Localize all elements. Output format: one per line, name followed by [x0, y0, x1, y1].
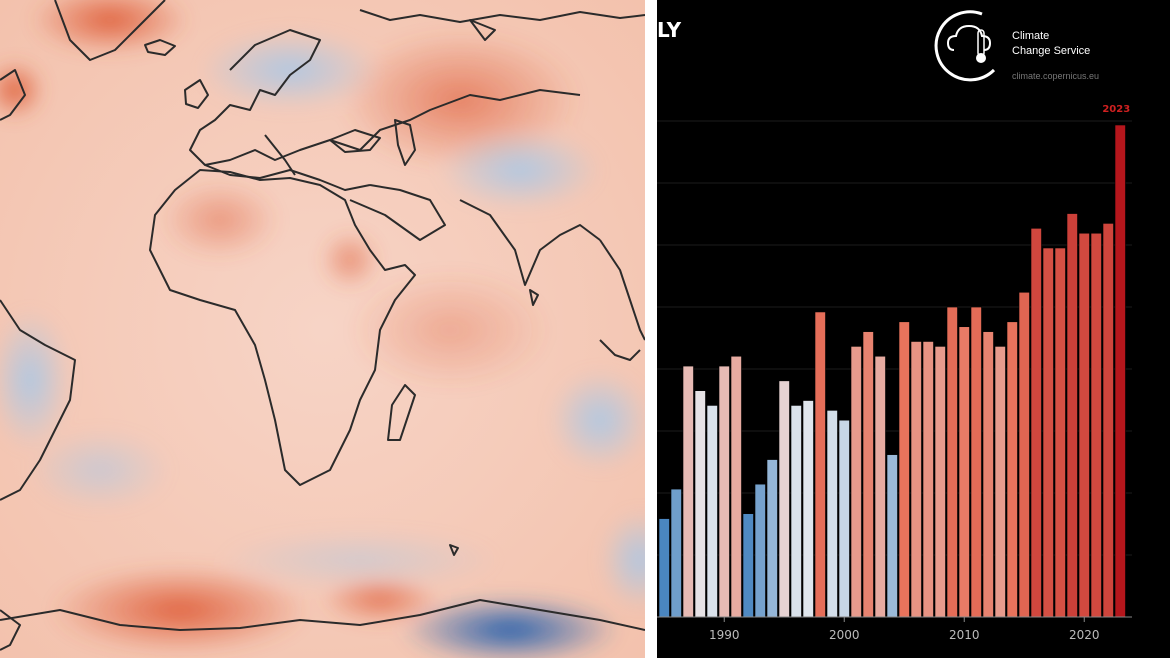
bar-2019: [1066, 213, 1078, 618]
bar-1986: [670, 488, 682, 618]
bar-2006: [910, 341, 922, 618]
british-isles-outline: [184, 79, 209, 109]
coastlines: [0, 0, 645, 651]
bar-chart: 1990 2000 2010 2020 2023: [657, 104, 1132, 642]
madagascar-outline: [387, 384, 416, 441]
tick-label-2010: 2010: [949, 628, 980, 642]
bar-2002: [862, 331, 874, 618]
bar-1994: [766, 459, 778, 618]
bar-2012: [982, 331, 994, 618]
north-america-outline: [0, 69, 26, 121]
bar-2013: [994, 346, 1006, 618]
bar-2022: [1102, 223, 1114, 618]
bar-1987: [682, 365, 694, 618]
temperature-anomaly-map: [0, 0, 645, 658]
bar-2017: [1042, 247, 1054, 618]
bar-1998: [814, 311, 826, 618]
chart-annotations: 2023: [1102, 104, 1130, 115]
bar-1990: [718, 365, 730, 618]
logo-text-line1: Climate: [1012, 30, 1050, 42]
logo-url: climate.copernicus.eu: [1012, 71, 1100, 81]
antarctic-peninsula-outline: [0, 609, 21, 651]
bar-2020: [1078, 232, 1090, 618]
bar-2008: [934, 346, 946, 618]
black-sea-outline: [329, 129, 381, 153]
annotation-2023: 2023: [1102, 104, 1130, 115]
bar-2014: [1006, 321, 1018, 618]
bar-1988: [694, 390, 706, 618]
logo-text-line2: Change Service: [1012, 45, 1091, 57]
bar-1989: [706, 405, 718, 618]
india-outline: [459, 199, 601, 286]
x-axis-ticks: 1990 2000 2010 2020: [709, 617, 1100, 642]
bar-2021: [1090, 232, 1102, 618]
chart-title-fragment: LY: [657, 18, 682, 42]
map-svg: [0, 0, 645, 658]
antarctica-outline: [0, 599, 645, 631]
russia-arctic-coast: [359, 9, 645, 23]
greenland-outline: [54, 0, 166, 61]
arabia-outline: [349, 184, 446, 241]
mediterranean-coast: [204, 164, 371, 191]
indonesia-outline: [599, 339, 641, 361]
iceland-outline: [144, 39, 176, 56]
bar-1995: [778, 380, 790, 618]
caspian-sea-outline: [394, 119, 416, 166]
bar-1985: [658, 518, 670, 618]
novaya-zemlya: [469, 19, 496, 41]
bar-2004: [886, 454, 898, 618]
tick-label-2020: 2020: [1069, 628, 1100, 642]
bar-1993: [754, 483, 766, 618]
bar-2023: [1114, 124, 1126, 618]
kerguelen-island: [449, 544, 459, 556]
tick-label-1990: 1990: [709, 628, 740, 642]
bar-2009: [946, 306, 958, 618]
south-america-outline: [0, 299, 76, 501]
bar-1991: [730, 355, 742, 618]
bar-2003: [874, 355, 886, 618]
bar-2015: [1018, 291, 1030, 618]
anomaly-shading: [0, 0, 645, 658]
bar-2010: [958, 326, 970, 618]
bar-2016: [1030, 228, 1042, 618]
copernicus-logo: Climate Change Service climate.copernicu…: [934, 8, 1164, 88]
bar-2005: [898, 321, 910, 618]
bar-1997: [802, 400, 814, 618]
chart-panel: 1990 2000 2010 2020 2023: [657, 0, 1170, 658]
cloud-thermometer-icon: [934, 10, 996, 82]
tick-label-2000: 2000: [829, 628, 860, 642]
southeast-asia-outline: [599, 239, 645, 341]
italy-outline: [264, 134, 296, 176]
bar-1999: [826, 410, 838, 618]
bar-2018: [1054, 247, 1066, 618]
bar-1992: [742, 513, 754, 618]
africa-outline: [149, 169, 416, 486]
bar-2001: [850, 346, 862, 618]
bar-1996: [790, 405, 802, 618]
bar-2007: [922, 341, 934, 618]
bar-2000: [838, 419, 850, 618]
chart-bars: [658, 124, 1126, 618]
panel-divider: [645, 0, 657, 658]
sri-lanka-outline: [529, 289, 539, 306]
bar-2011: [970, 306, 982, 618]
